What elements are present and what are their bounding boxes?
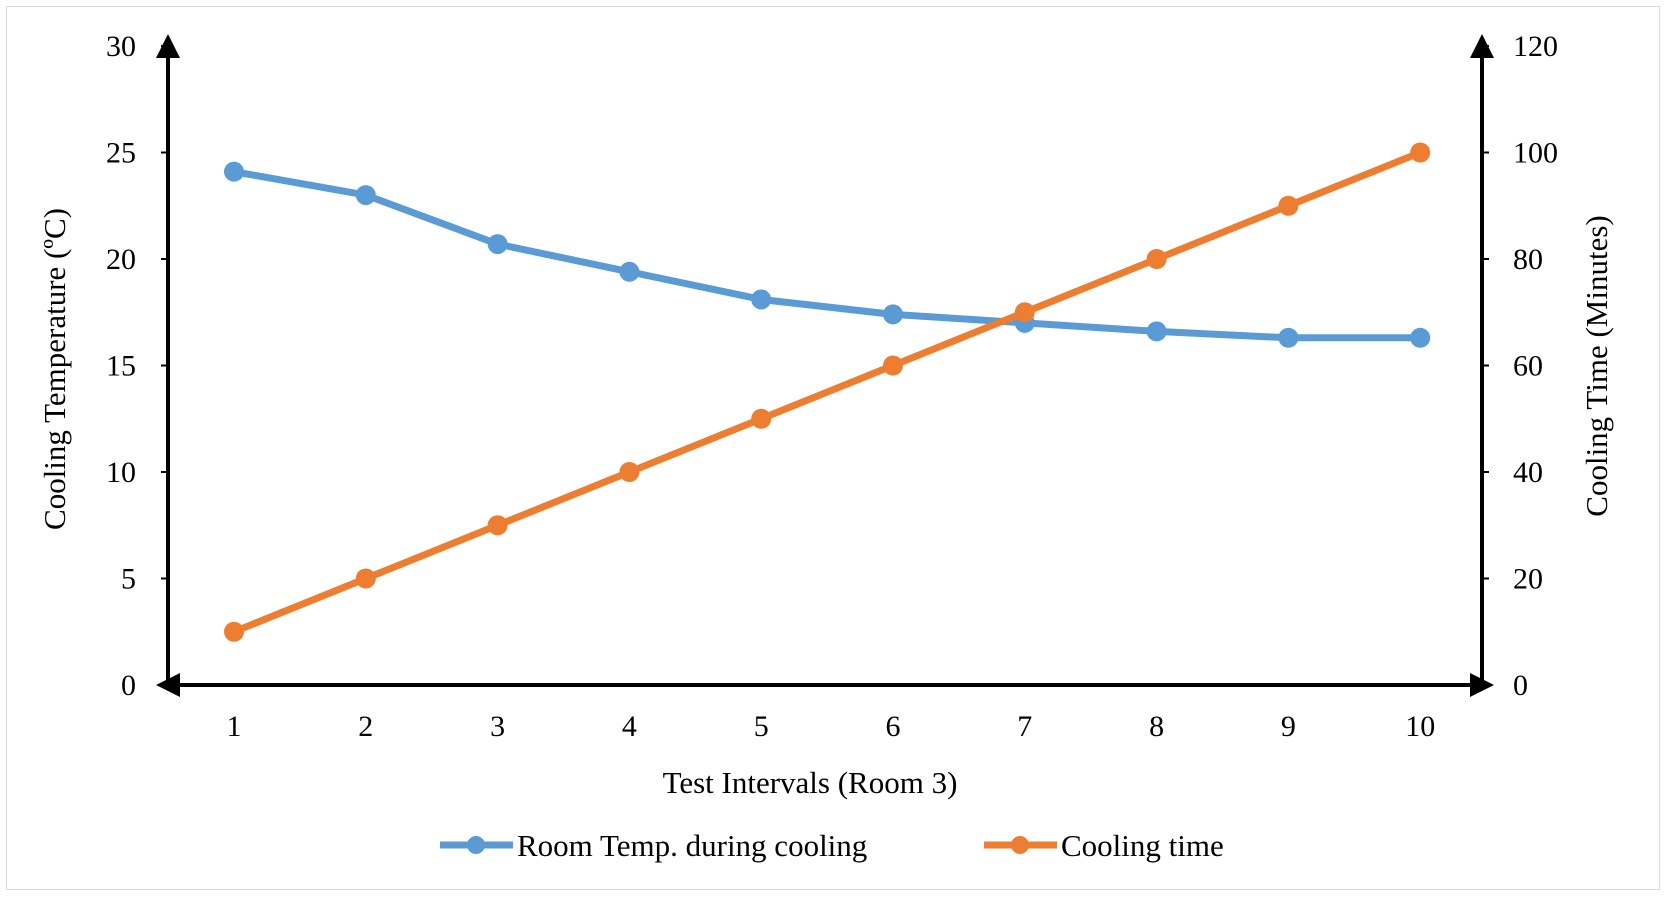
right-tick-label: 100 bbox=[1513, 137, 1558, 170]
right-axis-title: Cooling Time (Minutes) bbox=[1579, 215, 1614, 516]
right-tick-label: 40 bbox=[1513, 456, 1543, 489]
data-point[interactable] bbox=[619, 261, 640, 282]
data-point[interactable] bbox=[224, 621, 244, 642]
x-axis-ticks: 1 2 3 4 5 6 7 8 9 10 bbox=[227, 710, 1436, 743]
x-tick-label: 8 bbox=[1149, 710, 1164, 743]
right-tick-label: 0 bbox=[1513, 669, 1528, 702]
data-point[interactable] bbox=[619, 462, 640, 482]
data-point[interactable] bbox=[1278, 195, 1299, 216]
right-tick-label: 20 bbox=[1513, 563, 1543, 596]
x-tick-label: 3 bbox=[490, 710, 505, 743]
series-room-temp bbox=[224, 161, 1431, 348]
data-point[interactable] bbox=[1278, 327, 1299, 348]
legend-item-cooling-time[interactable]: Cooling time bbox=[984, 828, 1224, 863]
data-point[interactable] bbox=[1146, 321, 1167, 342]
right-tick-label: 60 bbox=[1513, 350, 1543, 383]
legend-label: Room Temp. during cooling bbox=[517, 828, 867, 863]
data-point[interactable] bbox=[751, 289, 772, 310]
legend-swatch-marker bbox=[1011, 836, 1029, 854]
left-axis-title: Cooling Temperature (ºC) bbox=[37, 208, 72, 530]
chart-frame bbox=[6, 6, 1660, 890]
data-point[interactable] bbox=[751, 408, 772, 429]
series-line bbox=[230, 168, 1424, 342]
left-tick-label: 0 bbox=[121, 669, 136, 702]
axes bbox=[156, 34, 1494, 697]
left-axis-ticks: 0 5 10 15 20 25 30 bbox=[106, 30, 168, 702]
x-tick-label: 2 bbox=[358, 710, 373, 743]
legend-item-room-temp[interactable]: Room Temp. during cooling bbox=[440, 828, 867, 863]
left-tick-label: 15 bbox=[106, 350, 136, 383]
series-line bbox=[230, 149, 1424, 636]
data-point[interactable] bbox=[487, 515, 508, 536]
data-point[interactable] bbox=[1146, 249, 1167, 269]
data-point[interactable] bbox=[1410, 142, 1431, 163]
data-point[interactable] bbox=[224, 161, 244, 182]
data-point[interactable] bbox=[883, 304, 903, 325]
right-axis-ticks: 0 20 40 60 80 100 120 bbox=[1482, 30, 1558, 702]
legend: Room Temp. during cooling Cooling time bbox=[440, 828, 1224, 863]
x-tick-label: 9 bbox=[1281, 710, 1296, 743]
left-tick-label: 10 bbox=[106, 456, 136, 489]
x-tick-label: 1 bbox=[227, 710, 242, 743]
legend-label: Cooling time bbox=[1061, 828, 1224, 863]
series-layer bbox=[224, 142, 1431, 642]
x-axis-title: Test Intervals (Room 3) bbox=[663, 765, 958, 800]
right-tick-label: 120 bbox=[1513, 30, 1558, 63]
left-tick-label: 5 bbox=[121, 563, 136, 596]
data-point[interactable] bbox=[487, 234, 508, 255]
data-point[interactable] bbox=[355, 568, 376, 589]
left-tick-label: 25 bbox=[106, 137, 136, 170]
data-point[interactable] bbox=[1410, 327, 1431, 348]
x-tick-label: 4 bbox=[622, 710, 637, 743]
right-tick-label: 80 bbox=[1513, 243, 1543, 276]
data-point[interactable] bbox=[355, 185, 376, 206]
data-point[interactable] bbox=[1014, 302, 1035, 323]
legend-swatch-marker bbox=[467, 836, 485, 854]
left-tick-label: 20 bbox=[106, 243, 136, 276]
x-tick-label: 10 bbox=[1405, 710, 1435, 743]
x-tick-label: 7 bbox=[1017, 710, 1032, 743]
left-tick-label: 30 bbox=[106, 30, 136, 63]
x-tick-label: 5 bbox=[754, 710, 769, 743]
series-cooling-time bbox=[224, 142, 1431, 642]
x-tick-label: 6 bbox=[886, 710, 901, 743]
data-point[interactable] bbox=[883, 355, 903, 376]
